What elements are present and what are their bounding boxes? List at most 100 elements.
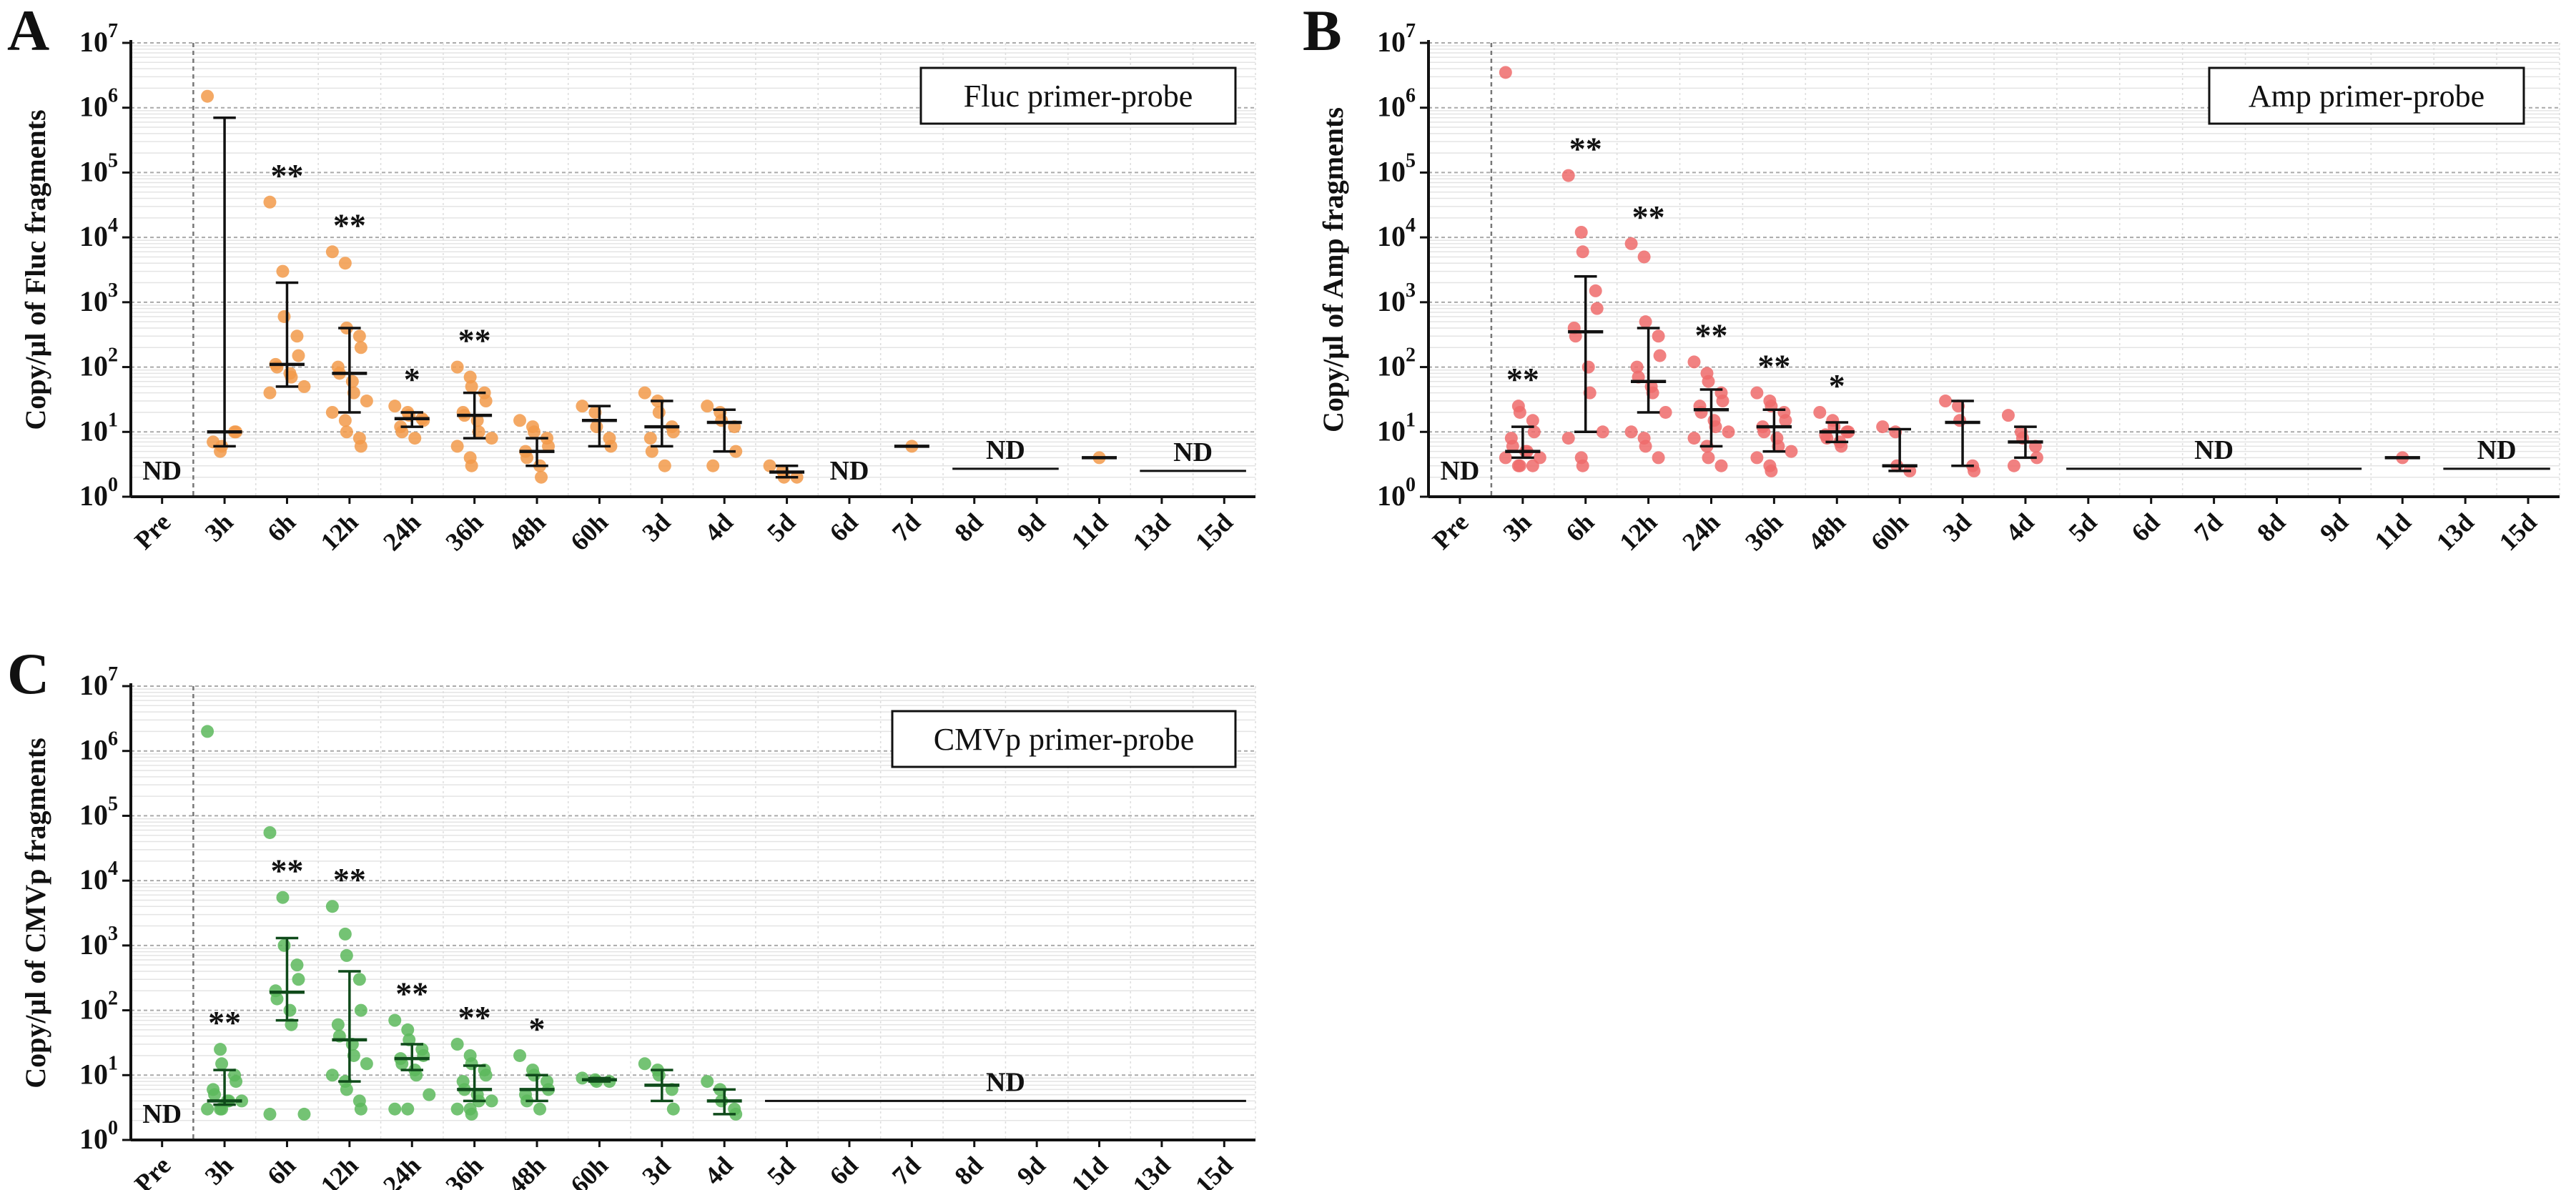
- data-point: [1652, 451, 1665, 465]
- data-point: [701, 400, 714, 413]
- group-48h: [513, 414, 556, 484]
- data-point: [401, 1102, 415, 1116]
- group-3d: [638, 386, 680, 472]
- y-tick-label: 100: [79, 474, 118, 512]
- data-point: [658, 459, 671, 472]
- group-3h: [201, 89, 243, 458]
- data-point: [666, 1102, 680, 1116]
- significance-label: **: [270, 853, 303, 889]
- data-point: [1687, 432, 1701, 445]
- data-point: [345, 375, 359, 388]
- group-3d: [1939, 395, 1981, 477]
- significance-label: **: [1506, 361, 1539, 397]
- chart-title: Amp primer-probe: [2249, 79, 2484, 114]
- data-point: [1624, 425, 1638, 439]
- x-tick-label-6d: 6d: [824, 1151, 863, 1190]
- data-point: [360, 395, 373, 408]
- data-point: [292, 349, 305, 362]
- y-axis-label: Copy/μl of Amp fragments: [1317, 107, 1349, 432]
- x-tick-label-13d: 13d: [1127, 1151, 1176, 1190]
- x-tick-label-15d: 15d: [2494, 507, 2542, 556]
- x-tick-label-3h: 3h: [199, 1151, 239, 1190]
- x-tick-label-6h: 6h: [262, 1151, 301, 1190]
- data-point: [1702, 451, 1715, 465]
- data-point: [352, 973, 366, 986]
- data-point: [1785, 445, 1798, 458]
- nd-label: ND: [142, 1099, 182, 1129]
- x-tick-label-3d: 3d: [636, 1151, 676, 1190]
- x-tick-label-60h: 60h: [565, 507, 613, 556]
- panel-label: B: [1303, 0, 1342, 63]
- data-point: [352, 329, 366, 343]
- x-tick-label-36h: 36h: [1739, 507, 1788, 556]
- y-tick-label: 101: [79, 1052, 118, 1090]
- significance-label: **: [395, 976, 428, 1012]
- data-point: [590, 420, 603, 434]
- x-tick-label-pre: Pre: [129, 1151, 176, 1190]
- data-point: [2030, 451, 2043, 465]
- data-point: [1722, 425, 1735, 439]
- data-point: [338, 257, 352, 270]
- group-11d: [2384, 451, 2420, 465]
- group-60h: [1876, 420, 1918, 477]
- nd-label: ND: [2477, 435, 2517, 465]
- data-point: [1757, 425, 1771, 439]
- data-point: [463, 370, 477, 384]
- x-tick-label-15d: 15d: [1190, 507, 1238, 556]
- data-point: [1702, 375, 1715, 388]
- group-12h: **: [325, 861, 373, 1116]
- data-point: [340, 1083, 353, 1096]
- data-point: [388, 1013, 402, 1027]
- data-point: [1574, 225, 1588, 239]
- y-tick-label: 103: [79, 923, 118, 961]
- significance-label: **: [1757, 348, 1790, 385]
- group-60h: [576, 400, 618, 453]
- group-6h: **: [263, 825, 311, 1121]
- x-tick-label-3h: 3h: [199, 507, 239, 547]
- data-point: [450, 1038, 464, 1051]
- data-point: [576, 400, 589, 413]
- x-tick-label-4d: 4d: [699, 507, 739, 547]
- significance-label: *: [1829, 367, 1845, 404]
- group-48h: *: [1813, 367, 1855, 453]
- x-tick-label-4d: 4d: [2000, 507, 2039, 547]
- data-point: [1687, 355, 1701, 369]
- y-tick-label: 107: [79, 663, 118, 701]
- x-tick-label-9d: 9d: [1012, 1151, 1051, 1190]
- data-point: [485, 1094, 498, 1108]
- data-point: [520, 451, 534, 465]
- group-3d: [638, 1057, 680, 1116]
- data-point: [401, 1023, 415, 1036]
- x-tick-label-24h: 24h: [1677, 507, 1725, 556]
- significance-label: **: [270, 157, 303, 194]
- data-point: [410, 1068, 423, 1082]
- data-point: [1653, 349, 1667, 362]
- data-point: [290, 329, 304, 343]
- data-point: [1694, 405, 1708, 419]
- data-point: [215, 1057, 229, 1071]
- x-tick-label-8d: 8d: [949, 507, 988, 547]
- data-point: [276, 891, 290, 904]
- data-point: [706, 459, 720, 472]
- data-point: [1639, 315, 1652, 329]
- y-tick-label: 105: [79, 149, 118, 187]
- data-point: [354, 1102, 367, 1116]
- y-tick-label: 106: [1377, 85, 1416, 123]
- data-point: [214, 1043, 227, 1056]
- data-point: [1876, 420, 1890, 434]
- data-point: [283, 1003, 297, 1017]
- data-point: [479, 1068, 493, 1082]
- data-point: [465, 1057, 478, 1071]
- group-60h: [576, 1071, 617, 1089]
- data-point: [1779, 414, 1792, 427]
- data-point: [1630, 360, 1644, 374]
- data-point: [513, 1048, 527, 1062]
- data-point: [230, 1075, 243, 1089]
- data-point: [1527, 425, 1541, 439]
- significance-label: **: [208, 1004, 241, 1041]
- data-point: [1765, 464, 1778, 477]
- significance-label: **: [1632, 199, 1665, 235]
- data-point: [354, 440, 367, 453]
- group-12h: **: [1624, 199, 1672, 465]
